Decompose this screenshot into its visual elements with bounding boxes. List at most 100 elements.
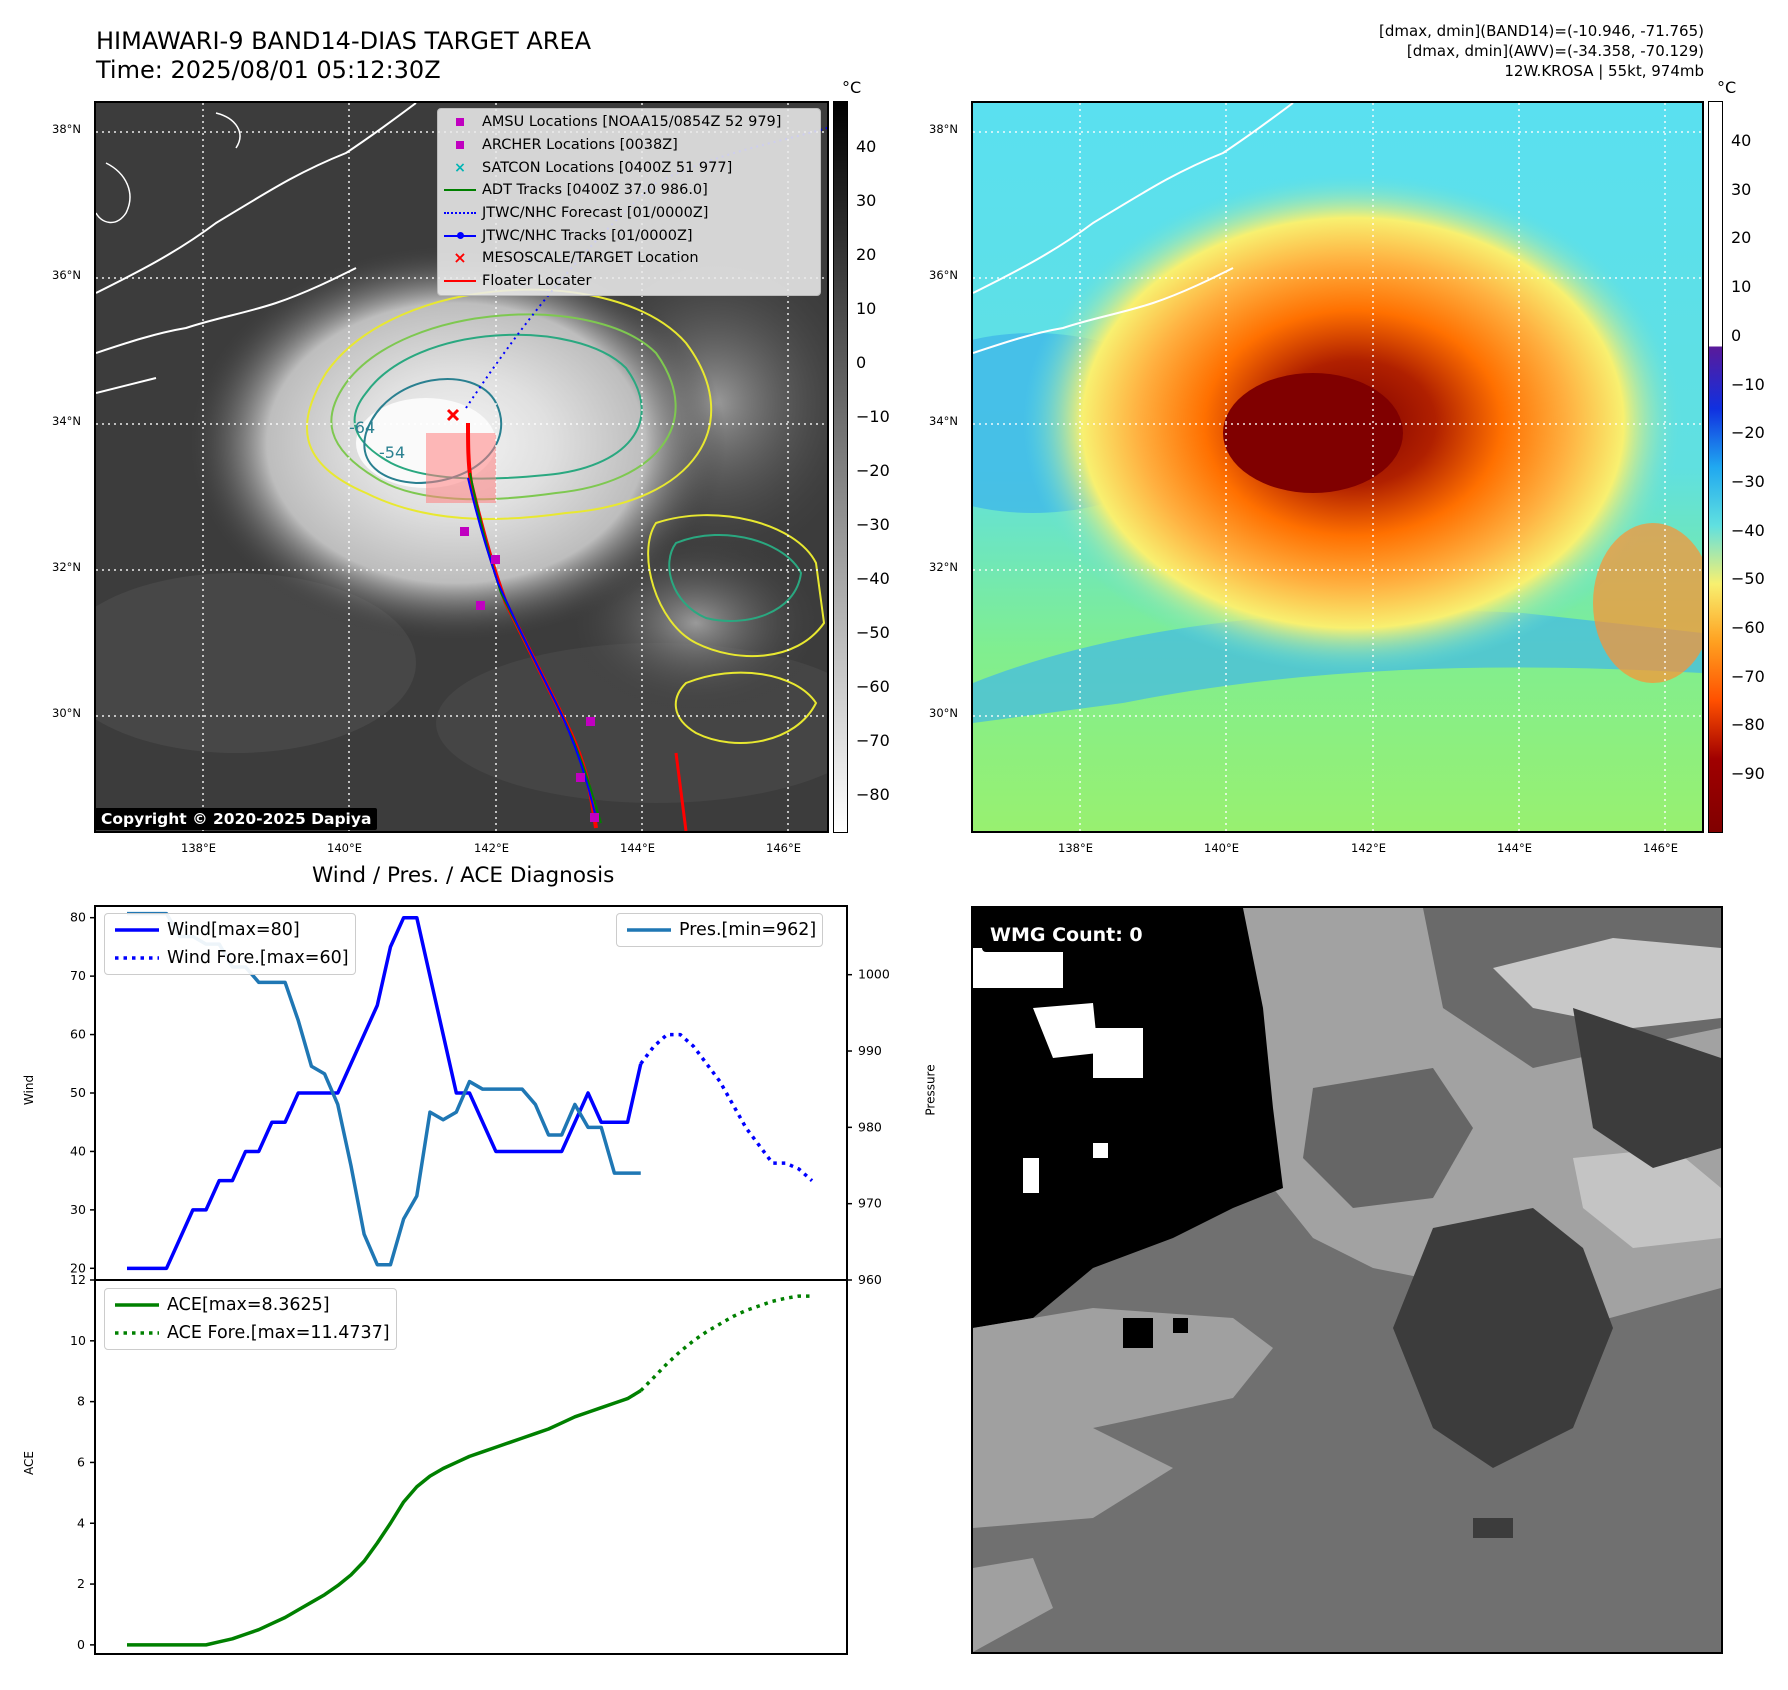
contour-label-64: -64 [349, 418, 375, 437]
wv-map-graphic [973, 103, 1702, 831]
tick-label: 0 [1731, 325, 1742, 345]
pressure-axis-label: Pressure [923, 1064, 938, 1116]
tick-label: 140°E [327, 841, 362, 855]
tick-label: 10 [856, 299, 877, 318]
tick-label: 144°E [620, 841, 655, 855]
tick-label: −50 [856, 623, 890, 642]
tick-label: 30 [1731, 179, 1752, 199]
tick-label: −50 [1731, 569, 1765, 589]
tick-label: 32°N [52, 560, 81, 574]
ace-ytick-label: 2 [77, 1576, 85, 1591]
wind-ytick-label: 50 [70, 1085, 86, 1100]
legend-satcon: × SATCON Locations [0400Z 51 977] [438, 156, 820, 179]
tick-label: 34°N [929, 414, 958, 428]
series-line-ace [127, 1389, 642, 1647]
solid-line-icon [115, 928, 159, 932]
wind-ytick-label: 20 [70, 1260, 86, 1275]
tick-label: 146°E [1643, 841, 1678, 855]
wind-ytick-label: 30 [70, 1202, 86, 1217]
diagnosis-title: Wind / Pres. / ACE Diagnosis [312, 863, 615, 888]
pressure-ytick-label: 980 [858, 1119, 882, 1134]
wind-axis-label: Wind [22, 1074, 37, 1106]
copyright-badge: Copyright © 2020-2025 Dapiya [95, 808, 378, 830]
legend-pres: Pres.[min=962] [623, 916, 816, 944]
tick-label: 144°E [1497, 841, 1532, 855]
tick-label: 40 [856, 137, 877, 156]
legend-adt: ADT Tracks [0400Z 37.0 986.0] [438, 179, 820, 202]
square-marker-icon [438, 134, 482, 156]
wind-ytick-label: 70 [70, 968, 86, 983]
ace-axes-frame [94, 1279, 848, 1655]
ir-colorbar-unit: °C [842, 78, 862, 97]
ace-axis-label: ACE [21, 1451, 36, 1475]
tick-label: 138°E [181, 841, 216, 855]
tick-label: 30°N [929, 706, 958, 720]
dotted-line-icon [115, 956, 159, 960]
wv-colorbar-unit: °C [1717, 78, 1737, 97]
tick-label: 146°E [766, 841, 801, 855]
wind-legend[interactable]: Wind[max=80] Wind Fore.[max=60] [104, 913, 356, 975]
series-line-ace-forecast [639, 1294, 812, 1392]
legend-jtwc-tracks: JTWC/NHC Tracks [01/0000Z] [438, 224, 820, 247]
tick-label: −10 [856, 407, 890, 426]
solid-line-icon [627, 928, 671, 932]
tick-label: 30°N [52, 706, 81, 720]
wmg-graphic [973, 908, 1721, 1652]
wind-ytick-label: 40 [70, 1143, 86, 1158]
tick-label: 34°N [52, 414, 81, 428]
legend-mesoscale: × MESOSCALE/TARGET Location [438, 247, 820, 270]
tick-label: 142°E [1351, 841, 1386, 855]
tick-label: 0 [856, 353, 867, 372]
tick-label: −70 [1731, 666, 1765, 686]
legend-floater: Floater Locater [438, 270, 820, 293]
legend-wind-fore: Wind Fore.[max=60] [111, 944, 349, 972]
legend-jtwc-forecast: JTWC/NHC Forecast [01/0000Z] [438, 202, 820, 225]
ir-legend[interactable]: AMSU Locations [NOAA15/0854Z 52 979] ARC… [437, 108, 821, 296]
x-marker-icon: × [453, 248, 467, 268]
tick-label: 20 [1731, 228, 1752, 248]
ace-ytick-label: 4 [77, 1515, 85, 1530]
ace-ytick-label: 10 [70, 1333, 86, 1348]
figure-title: HIMAWARI-9 BAND14-DIAS TARGET AREA [96, 27, 592, 55]
tick-label: 40 [1731, 131, 1752, 150]
tick-label: −30 [856, 515, 890, 534]
tick-label: 142°E [474, 841, 509, 855]
contour-label-54: -54 [379, 443, 405, 462]
legend-amsu: AMSU Locations [NOAA15/0854Z 52 979] [438, 111, 820, 134]
info-band14-range: [dmax, dmin](BAND14)=(-10.946, -71.765) [1379, 22, 1704, 40]
tick-label: −20 [856, 461, 890, 480]
tick-label: 138°E [1058, 841, 1093, 855]
tick-label: −60 [1731, 618, 1765, 637]
ace-legend[interactable]: ACE[max=8.3625] ACE Fore.[max=11.4737] [104, 1288, 397, 1350]
tick-label: 140°E [1204, 841, 1239, 855]
tick-label: −90 [1731, 764, 1765, 784]
ace-ytick-label: 12 [70, 1272, 86, 1287]
tick-label: −60 [856, 677, 890, 696]
info-storm: 12W.KROSA | 55kt, 974mb [1504, 62, 1704, 80]
info-awv-range: [dmax, dmin](AWV)=(-34.358, -70.129) [1406, 42, 1704, 60]
dotted-line-icon [438, 202, 482, 224]
pressure-ytick-label: 990 [858, 1043, 882, 1058]
line-icon [438, 270, 482, 292]
pressure-ytick-label: 960 [858, 1272, 882, 1287]
wv-satellite-map[interactable] [971, 101, 1704, 833]
ace-ytick-label: 8 [77, 1394, 85, 1409]
line-icon [438, 179, 482, 201]
series-line-wind-forecast [639, 1032, 814, 1182]
legend-ace-fore: ACE Fore.[max=11.4737] [111, 1319, 390, 1347]
wind-ytick-label: 60 [70, 1027, 86, 1042]
pressure-legend[interactable]: Pres.[min=962] [616, 913, 824, 947]
tick-label: −70 [856, 731, 890, 750]
wmg-map[interactable] [971, 906, 1723, 1654]
ace-ytick-label: 6 [77, 1454, 85, 1469]
tick-label: 30 [856, 191, 877, 210]
tick-label: 38°N [52, 122, 81, 136]
tick-label: −10 [1731, 374, 1765, 394]
tick-label: 38°N [929, 122, 958, 136]
tick-label: −80 [1731, 715, 1765, 735]
wmg-count-badge: WMG Count: 0 [982, 918, 1151, 952]
legend-archer: ARCHER Locations [0038Z] [438, 134, 820, 157]
dotted-line-icon [115, 1331, 159, 1335]
tick-label: −40 [856, 569, 890, 588]
series-line-wind [127, 915, 643, 1271]
